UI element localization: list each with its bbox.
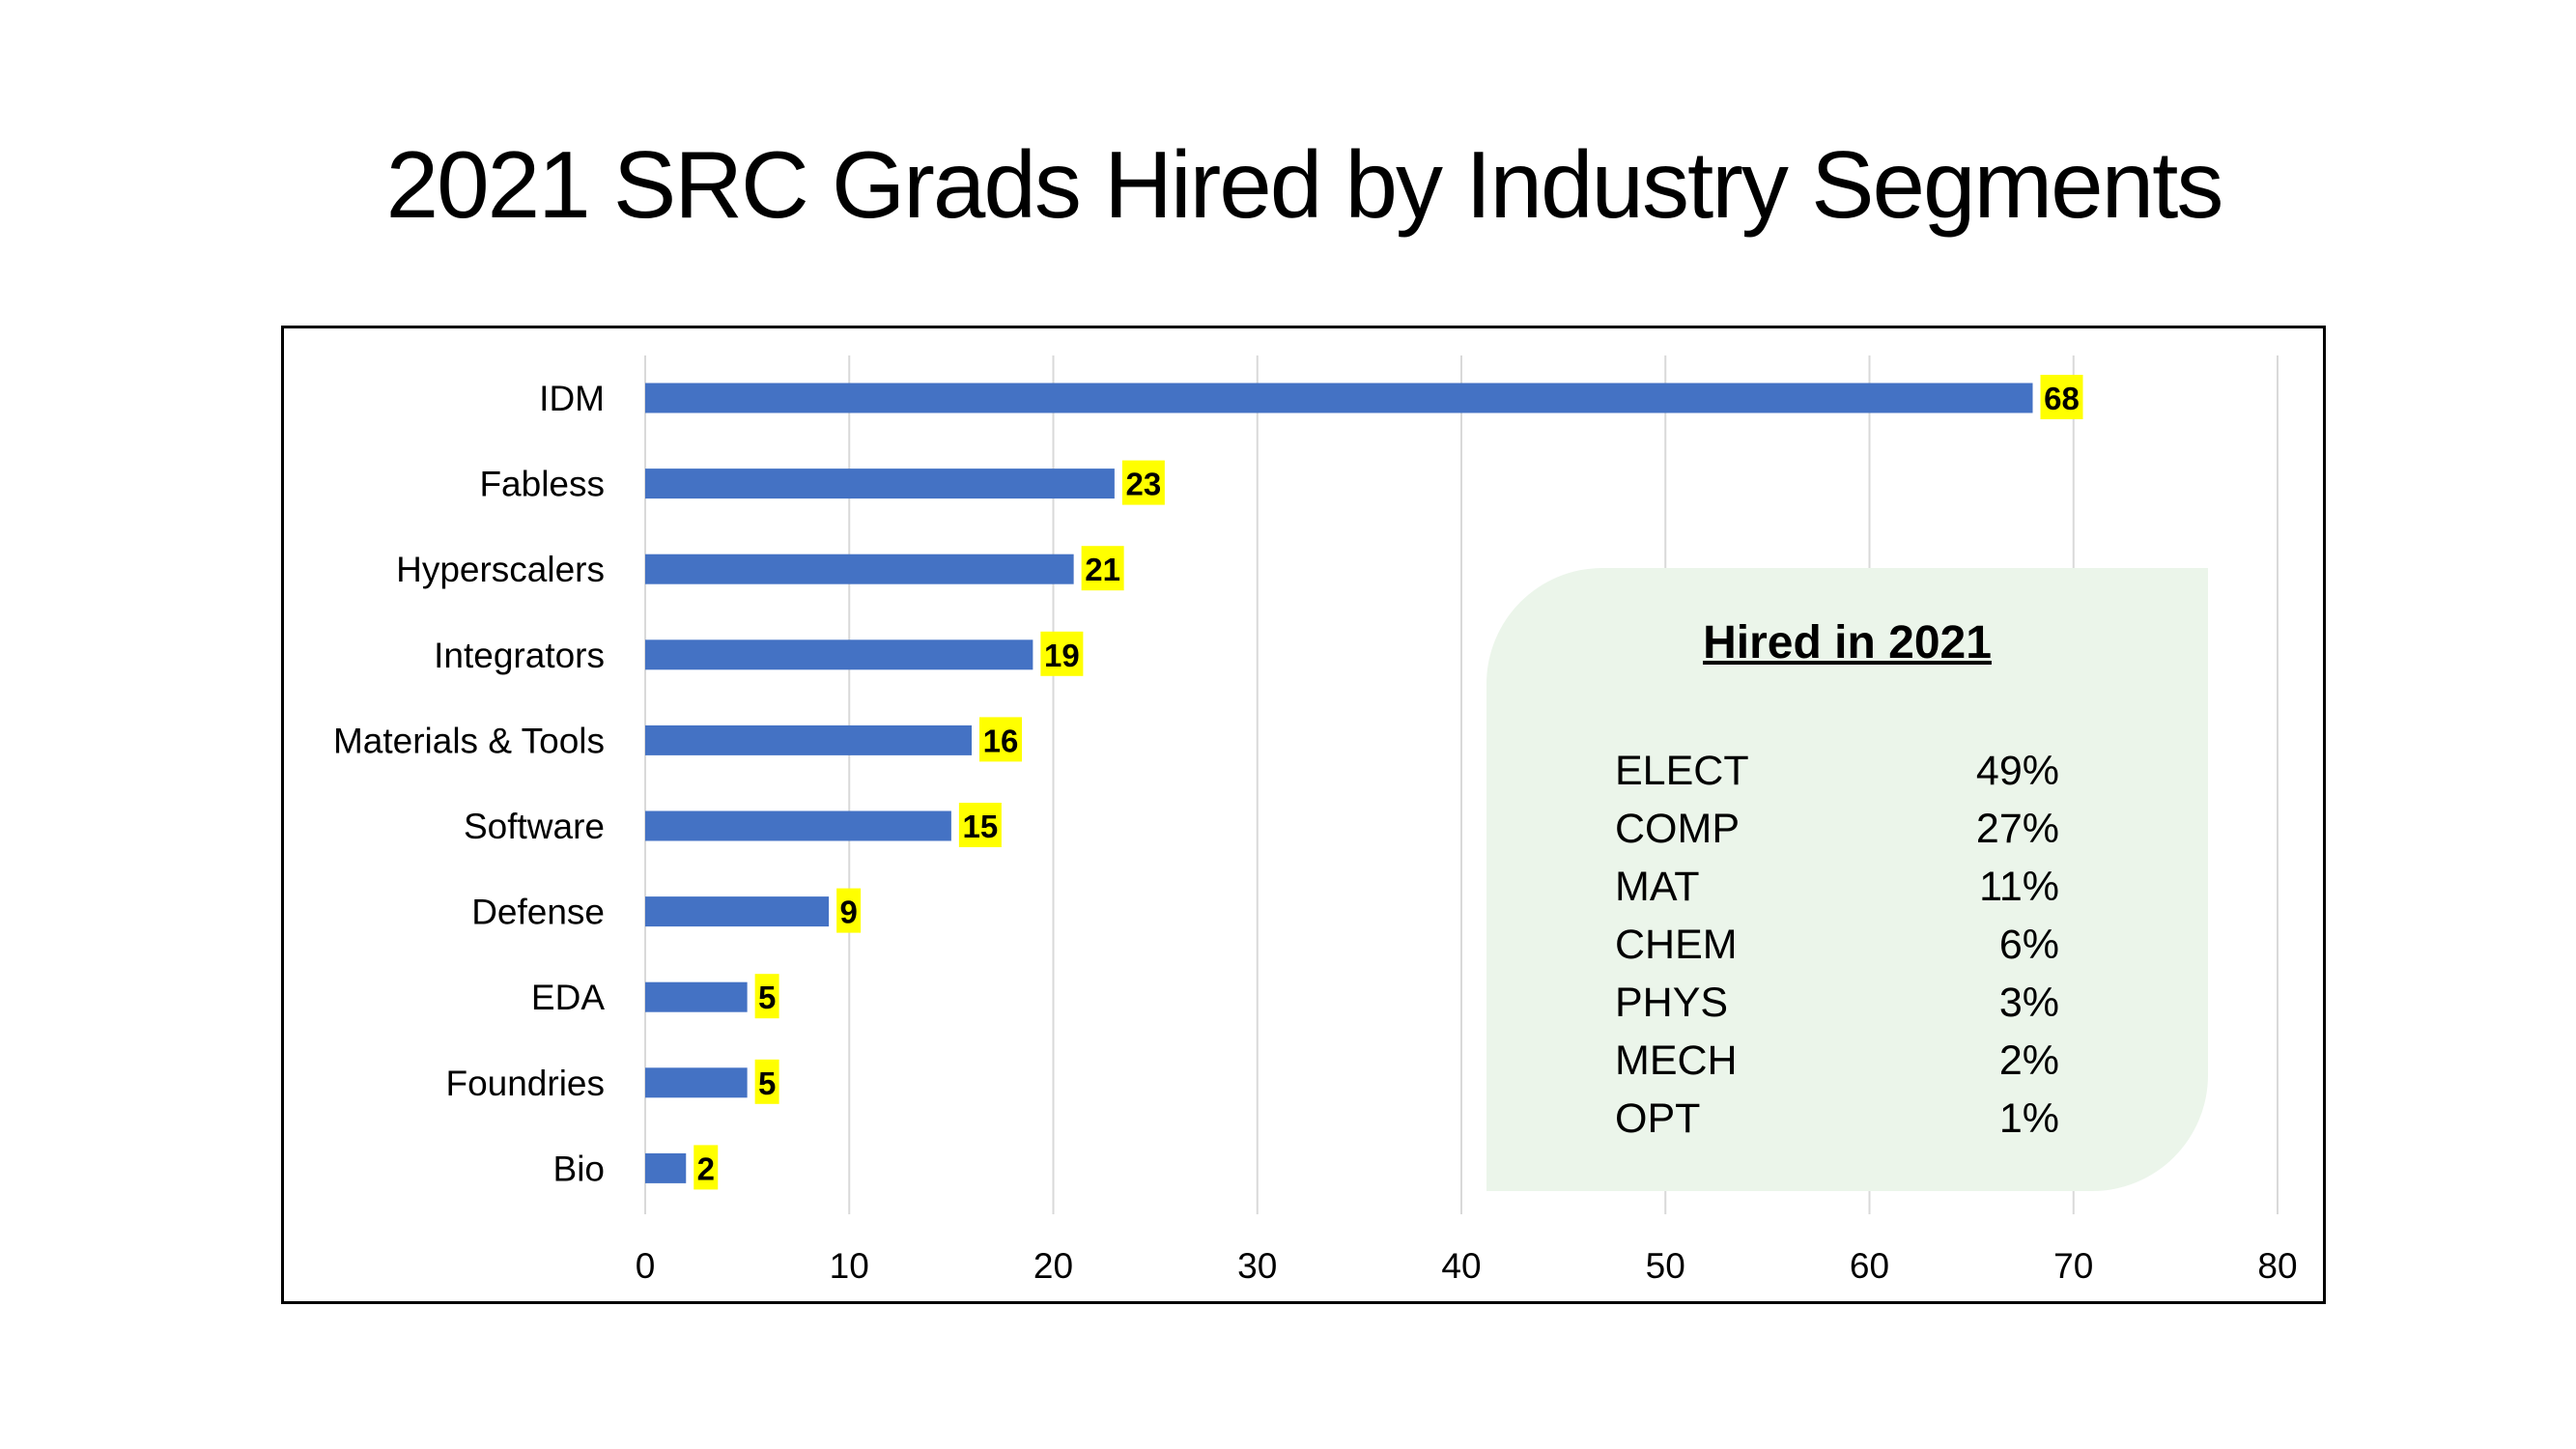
panel-row-value: 49% — [1975, 748, 2059, 794]
x-tick-label: 30 — [1237, 1246, 1277, 1286]
panel-row: OPT 1% — [1615, 1095, 2059, 1153]
panel-row: COMP 27% — [1615, 806, 2059, 864]
data-label-background — [2040, 375, 2083, 419]
panel-row: MECH 2% — [1615, 1037, 2059, 1095]
panel-row: CHEM 6% — [1615, 922, 2059, 980]
panel-row-label: OPT — [1615, 1095, 1701, 1142]
bar — [645, 896, 830, 927]
bar — [645, 383, 2033, 413]
data-label: 21 — [1085, 552, 1120, 587]
data-label: 16 — [983, 723, 1019, 758]
data-label-background — [958, 803, 1002, 847]
panel-row-value: 1% — [1998, 1095, 2059, 1142]
data-label: 9 — [839, 895, 857, 930]
x-tick-label: 0 — [636, 1246, 656, 1286]
category-label: Hyperscalers — [396, 550, 605, 589]
panel-row-label: COMP — [1615, 806, 1740, 852]
panel-row-label: PHYS — [1615, 980, 1729, 1026]
x-tick-label: 50 — [1646, 1246, 1685, 1286]
category-label: Materials & Tools — [333, 721, 605, 760]
data-label-background — [979, 717, 1022, 762]
data-label: 23 — [1126, 467, 1162, 502]
bar — [645, 724, 972, 755]
panel-row-label: ELECT — [1615, 748, 1749, 794]
category-label: Bio — [553, 1149, 605, 1188]
data-label-background — [754, 1059, 779, 1104]
bar — [645, 810, 951, 841]
chart-title: 2021 SRC Grads Hired by Industry Segment… — [385, 131, 2224, 238]
panel-row-label: MAT — [1615, 864, 1700, 910]
data-label-background — [836, 888, 862, 933]
category-label: Defense — [471, 893, 605, 932]
data-label: 15 — [963, 809, 999, 844]
panel-title: Hired in 2021 — [1703, 617, 1992, 668]
data-label: 2 — [697, 1151, 715, 1186]
category-label: Fabless — [479, 465, 605, 504]
panel-row-value: 2% — [1998, 1037, 2059, 1084]
bar — [645, 1152, 687, 1183]
category-label: EDA — [531, 978, 605, 1017]
data-label-background — [1121, 460, 1165, 505]
x-tick-label: 40 — [1441, 1246, 1481, 1286]
data-label-background — [1081, 546, 1124, 591]
x-tick-label: 80 — [2257, 1246, 2297, 1286]
panel-row: ELECT 49% — [1615, 748, 2059, 806]
bar — [645, 469, 1115, 499]
panel-row: PHYS 3% — [1615, 980, 2059, 1037]
category-label: IDM — [539, 379, 605, 418]
panel-row: MAT 11% — [1615, 864, 2059, 922]
bar — [645, 639, 1033, 670]
panel-row-label: CHEM — [1615, 922, 1738, 968]
panel-row-value: 6% — [1998, 922, 2059, 968]
data-label-background — [754, 974, 779, 1019]
panel-row-value: 27% — [1975, 806, 2059, 852]
category-label: Software — [464, 807, 605, 846]
data-label-background — [1040, 631, 1084, 676]
chart-frame — [281, 326, 2326, 1304]
data-label: 68 — [2044, 381, 2080, 416]
hired-panel: Hired in 2021 ELECT 49% COMP 27% MAT 11% CHEM 6… — [1486, 568, 2208, 1191]
bar — [645, 554, 1074, 584]
panel-row-value: 11% — [1979, 864, 2059, 910]
category-label: Integrators — [434, 636, 605, 675]
data-label: 19 — [1044, 638, 1080, 673]
x-tick-label: 60 — [1850, 1246, 1889, 1286]
data-label: 5 — [758, 980, 776, 1015]
data-label-background — [694, 1145, 719, 1190]
x-tick-label: 20 — [1033, 1246, 1073, 1286]
panel-row-label: MECH — [1615, 1037, 1738, 1084]
panel-row-value: 3% — [1998, 980, 2059, 1026]
bar — [645, 981, 748, 1012]
bar — [645, 1067, 748, 1098]
x-tick-label: 10 — [830, 1246, 869, 1286]
x-tick-label: 70 — [2053, 1246, 2093, 1286]
data-label: 5 — [758, 1065, 776, 1101]
category-label: Foundries — [445, 1064, 605, 1103]
